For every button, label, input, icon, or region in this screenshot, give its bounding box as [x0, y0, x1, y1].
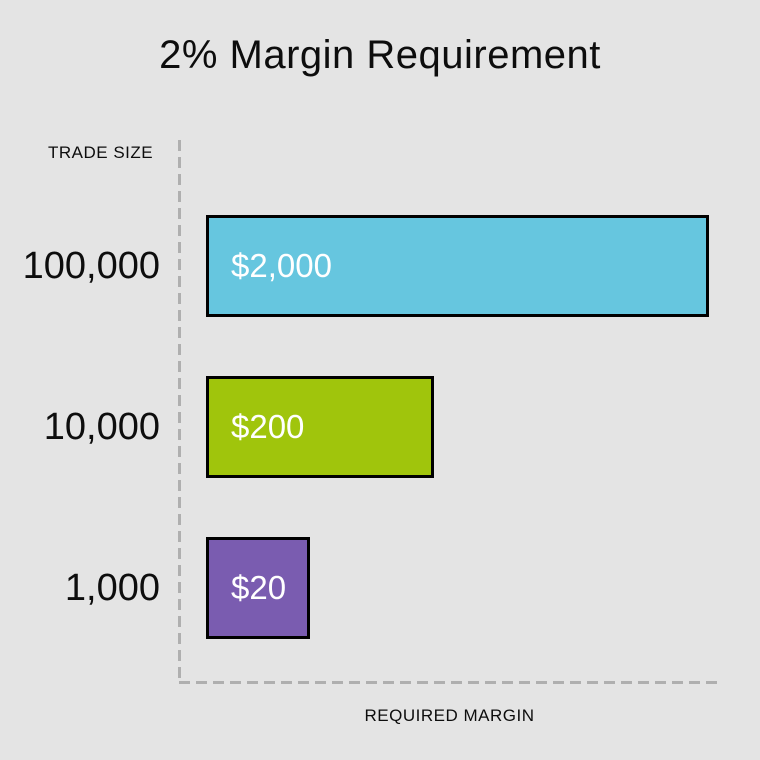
chart-title: 2% Margin Requirement [159, 33, 601, 77]
trade-size-label: 100,000 [22, 244, 160, 287]
trade-size-label: 1,000 [64, 566, 160, 609]
margin-value-label: $200 [231, 408, 305, 445]
y-axis-dashed-line [178, 140, 181, 683]
trade-size-label: 10,000 [43, 405, 160, 448]
x-axis-dashed-line [179, 681, 720, 684]
margin-value-label: $2,000 [231, 247, 332, 284]
margin-bar: $200 [206, 376, 434, 478]
y-axis-title: TRADE SIZE [48, 143, 154, 162]
margin-value-label: $20 [231, 569, 287, 606]
margin-bar: $2,000 [206, 215, 709, 317]
margin-bar: $20 [206, 537, 310, 639]
x-axis-title: REQUIRED MARGIN [364, 706, 535, 725]
